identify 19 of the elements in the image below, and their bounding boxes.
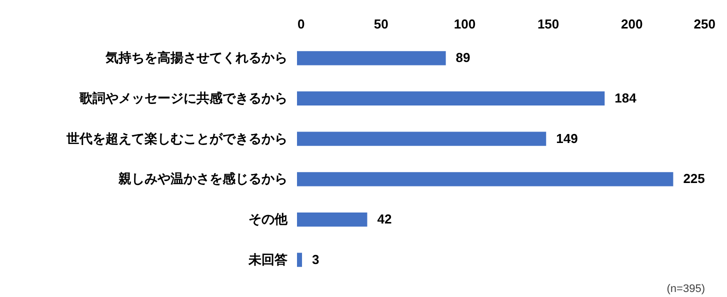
x-tick-label: 250 <box>694 16 716 32</box>
data-label: 225 <box>683 171 705 186</box>
data-label: 3 <box>312 252 320 267</box>
data-label: 89 <box>456 50 470 66</box>
x-tick-label: 100 <box>454 16 476 32</box>
y-tick-label: 気持ちを高揚させてくれるから <box>104 50 288 66</box>
data-label: 42 <box>377 212 392 227</box>
data-label: 184 <box>614 90 638 106</box>
x-tick-label: 50 <box>374 16 388 32</box>
y-tick-label: 未回答 <box>248 252 288 267</box>
y-tick-label: その他 <box>248 212 288 227</box>
data-label: 149 <box>556 130 578 146</box>
y-tick-label: 歌詞やメッセージに共感できるから <box>78 90 288 106</box>
x-tick-label: 200 <box>621 16 643 32</box>
x-tick-label: 0 <box>298 16 305 32</box>
text: (n=395) <box>666 283 705 295</box>
y-tick-label: 親しみや温かさを感じるから <box>118 171 288 186</box>
y-tick-label: 世代を超えて楽しむことができるから <box>66 130 288 146</box>
x-tick-label: 150 <box>537 16 560 32</box>
